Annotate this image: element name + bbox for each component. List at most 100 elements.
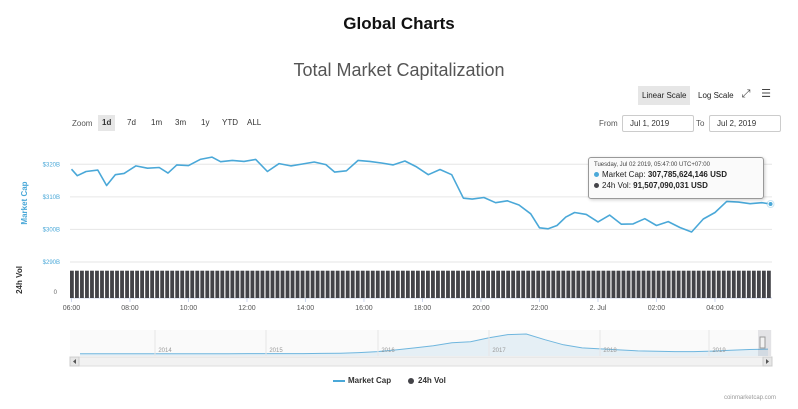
x-tick-label: 20:00 bbox=[472, 305, 490, 312]
volume-axis-label: 24h Vol bbox=[15, 266, 24, 294]
volume-bar bbox=[626, 270, 631, 298]
volume-bar bbox=[125, 270, 129, 298]
volume-bar bbox=[681, 270, 686, 298]
legend-dot-icon bbox=[408, 377, 414, 384]
volume-bar bbox=[150, 270, 155, 298]
navigator-year-label: 2015 bbox=[269, 348, 283, 354]
volume-bar bbox=[330, 270, 335, 298]
legend-market-cap-label: Market Cap bbox=[348, 376, 392, 385]
volume-bar bbox=[135, 270, 139, 298]
volume-bar bbox=[701, 270, 706, 298]
volume-bar bbox=[250, 270, 255, 298]
navigator-year-label: 2016 bbox=[381, 348, 395, 354]
market-cap-line-group bbox=[70, 156, 775, 233]
range-to-input[interactable]: Jul 2, 2019 bbox=[709, 115, 781, 132]
volume-bar bbox=[716, 270, 721, 298]
volume-bar bbox=[591, 270, 596, 298]
volume-bar bbox=[70, 270, 74, 298]
scroll-right-arrow-icon bbox=[766, 359, 769, 364]
volume-bar bbox=[210, 270, 215, 298]
volume-bar bbox=[711, 270, 716, 298]
volume-bar bbox=[466, 270, 470, 298]
chart-tooltip: Tuesday, Jul 02 2019, 05:47:00 UTC+07:00… bbox=[588, 157, 764, 199]
legend-vol-label: 24h Vol bbox=[418, 376, 446, 385]
volume-bar bbox=[666, 270, 671, 298]
volume-bar bbox=[441, 270, 445, 298]
zoom-label: Zoom bbox=[72, 119, 93, 128]
volume-bar bbox=[95, 270, 99, 298]
volume-bar bbox=[280, 270, 285, 298]
volume-bar bbox=[726, 270, 731, 298]
volume-bar bbox=[526, 270, 531, 298]
volume-bar bbox=[140, 270, 145, 298]
volume-bar bbox=[616, 270, 621, 298]
navigator[interactable]: 2014 2015 2016 2017 2018 2019 bbox=[69, 330, 773, 367]
volume-bar bbox=[265, 270, 270, 298]
volume-bar bbox=[586, 270, 591, 298]
volume-bar bbox=[385, 270, 390, 298]
volume-bar bbox=[481, 270, 485, 298]
volume-bar bbox=[451, 270, 455, 298]
volume-bar bbox=[581, 270, 586, 298]
credit-link[interactable]: coinmarketcap.com bbox=[723, 395, 776, 401]
volume-bar bbox=[676, 270, 681, 298]
volume-bar bbox=[225, 270, 230, 298]
volume-bar bbox=[175, 270, 180, 298]
tooltip-market-cap-value: 307,785,624,146 USD bbox=[647, 170, 727, 179]
volume-bar bbox=[621, 270, 626, 298]
tooltip-date: Tuesday, Jul 02 2019, 05:47:00 UTC+07:00 bbox=[594, 162, 710, 168]
hamburger-menu-icon[interactable]: ☰ bbox=[761, 88, 771, 100]
zoom-3m-button[interactable]: 3m bbox=[175, 118, 187, 127]
volume-bar bbox=[641, 270, 646, 298]
volume-bar bbox=[90, 270, 94, 298]
volume-bar bbox=[160, 270, 165, 298]
zoom-all-button[interactable]: ALL bbox=[247, 118, 262, 127]
volume-bar bbox=[751, 270, 756, 298]
y-tick-label: $310B bbox=[43, 195, 60, 201]
volume-bar bbox=[415, 270, 420, 298]
zoom-1d-button[interactable]: 1d bbox=[98, 115, 116, 131]
volume-bar bbox=[370, 270, 375, 298]
volume-bar bbox=[606, 270, 611, 298]
volume-bar bbox=[305, 270, 310, 298]
volume-bar bbox=[561, 270, 566, 298]
volume-bar bbox=[215, 270, 220, 298]
volume-bar bbox=[260, 270, 265, 298]
scroll-left-arrow-icon bbox=[73, 359, 76, 364]
tooltip-market-cap-label: Market Cap: bbox=[602, 170, 646, 179]
log-scale-button[interactable]: Log Scale bbox=[698, 91, 734, 100]
volume-bar bbox=[80, 270, 84, 298]
volume-bar bbox=[761, 270, 766, 298]
scrollbar-track[interactable] bbox=[69, 356, 773, 367]
volume-bar bbox=[631, 270, 636, 298]
x-tick-label: 04:00 bbox=[706, 305, 724, 312]
volume-bar bbox=[746, 270, 751, 298]
volume-bar bbox=[115, 270, 119, 298]
legend-market-cap[interactable]: Market Cap bbox=[333, 376, 391, 385]
range-from-input[interactable]: Jul 1, 2019 bbox=[622, 115, 694, 132]
volume-bar bbox=[536, 270, 541, 298]
volume-bar bbox=[355, 270, 360, 298]
zoom-1y-button[interactable]: 1y bbox=[201, 118, 210, 127]
navigator-handle[interactable] bbox=[759, 336, 766, 349]
volume-bar bbox=[496, 270, 501, 298]
volume-bar bbox=[646, 270, 651, 298]
legend-line-icon bbox=[333, 379, 345, 382]
volume-bar bbox=[696, 270, 701, 298]
navigator-year-label: 2017 bbox=[492, 348, 506, 354]
zoom-1m-button[interactable]: 1m bbox=[151, 118, 163, 127]
zoom-ytd-button[interactable]: YTD bbox=[222, 118, 238, 127]
market-cap-dot-icon bbox=[594, 172, 599, 178]
x-tick-label: 22:00 bbox=[531, 305, 549, 312]
volume-bar bbox=[110, 270, 114, 298]
zoom-7d-button[interactable]: 7d bbox=[127, 118, 136, 127]
volume-bar bbox=[165, 270, 170, 298]
y-tick-label: $290B bbox=[43, 260, 60, 266]
volume-bar bbox=[350, 270, 355, 298]
volume-bar bbox=[506, 270, 511, 298]
linear-scale-button[interactable]: Linear Scale bbox=[638, 86, 691, 105]
expand-icon[interactable]: ⤢ bbox=[741, 88, 751, 100]
volume-bar bbox=[410, 270, 415, 298]
legend-volume[interactable]: 24h Vol bbox=[408, 376, 446, 385]
